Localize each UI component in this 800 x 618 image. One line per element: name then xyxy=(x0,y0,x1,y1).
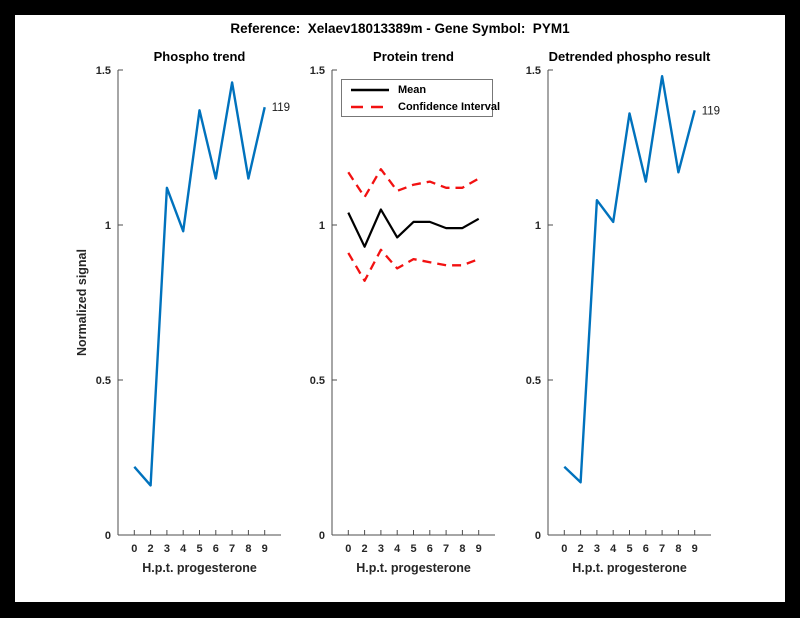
series-end-label: 119 xyxy=(272,102,290,114)
confidence-interval-line-sample-icon xyxy=(351,105,389,108)
legend-label-confidence-interval: Confidence Interval xyxy=(398,100,501,113)
x-tick-label: 3 xyxy=(164,543,170,555)
y-tick-label: 1.5 xyxy=(310,65,325,77)
x-axis-label: H.p.t. progesterone xyxy=(142,561,257,575)
series-line-phospho-signal xyxy=(133,81,266,487)
y-tick-label: 0.5 xyxy=(96,375,111,387)
x-tick-label: 8 xyxy=(245,543,251,555)
legend: Mean Confidence Interval xyxy=(341,79,500,117)
x-tick-label: 2 xyxy=(578,543,584,555)
x-axis-label: H.p.t. progesterone xyxy=(356,561,471,575)
x-tick-label: 2 xyxy=(362,543,368,555)
legend-row-confidence-interval: Confidence Interval xyxy=(350,100,500,114)
figure-title: Reference: Xelaev18013389m - Gene Symbol… xyxy=(230,21,570,36)
figure-canvas: Reference: Xelaev18013389m - Gene Symbol… xyxy=(15,15,785,602)
y-tick-label: 1 xyxy=(319,220,325,232)
x-tick-label: 8 xyxy=(459,543,465,555)
y-tick-label: 0.5 xyxy=(310,375,325,387)
y-tick-label: 1 xyxy=(105,220,111,232)
x-tick-label: 4 xyxy=(394,543,401,555)
y-tick-label: 0 xyxy=(535,530,541,542)
series-line-detrended-phospho-signal xyxy=(563,75,696,484)
y-tick-label: 0 xyxy=(105,530,111,542)
y-tick-label: 1 xyxy=(535,220,541,232)
x-tick-label: 6 xyxy=(427,543,433,555)
x-tick-label: 4 xyxy=(610,543,617,555)
x-tick-label: 0 xyxy=(131,543,137,555)
subplot-title: Phospho trend xyxy=(154,49,246,64)
x-tick-label: 3 xyxy=(594,543,600,555)
x-tick-label: 4 xyxy=(180,543,187,555)
legend-label-mean: Mean xyxy=(398,83,427,96)
subplot-title: Protein trend xyxy=(373,49,454,64)
x-tick-label: 5 xyxy=(626,543,632,555)
subplot-title: Detrended phospho result xyxy=(549,49,711,64)
x-tick-label: 9 xyxy=(476,543,482,555)
series-end-label: 119 xyxy=(702,105,720,117)
x-tick-label: 6 xyxy=(643,543,649,555)
x-tick-label: 5 xyxy=(410,543,416,555)
mean-line-sample-icon xyxy=(351,88,389,91)
series-line-mean xyxy=(347,208,480,248)
legend-row-mean: Mean xyxy=(350,83,492,97)
x-tick-label: 8 xyxy=(675,543,681,555)
x-tick-label: 9 xyxy=(692,543,698,555)
y-tick-label: 1.5 xyxy=(526,65,541,77)
series-line-confidence-upper xyxy=(347,168,480,199)
x-tick-label: 7 xyxy=(443,543,449,555)
series-line-confidence-lower xyxy=(347,248,480,282)
y-tick-label: 0.5 xyxy=(526,375,541,387)
x-tick-label: 2 xyxy=(148,543,154,555)
x-tick-label: 9 xyxy=(262,543,268,555)
x-tick-label: 3 xyxy=(378,543,384,555)
x-tick-label: 0 xyxy=(561,543,567,555)
x-tick-label: 5 xyxy=(196,543,202,555)
x-tick-label: 0 xyxy=(345,543,351,555)
y-tick-label: 1.5 xyxy=(96,65,111,77)
x-tick-label: 7 xyxy=(229,543,235,555)
y-tick-label: 0 xyxy=(319,530,325,542)
x-tick-label: 7 xyxy=(659,543,665,555)
y-axis-label: Normalized signal xyxy=(75,249,89,356)
x-tick-label: 6 xyxy=(213,543,219,555)
x-axis-label: H.p.t. progesterone xyxy=(572,561,687,575)
